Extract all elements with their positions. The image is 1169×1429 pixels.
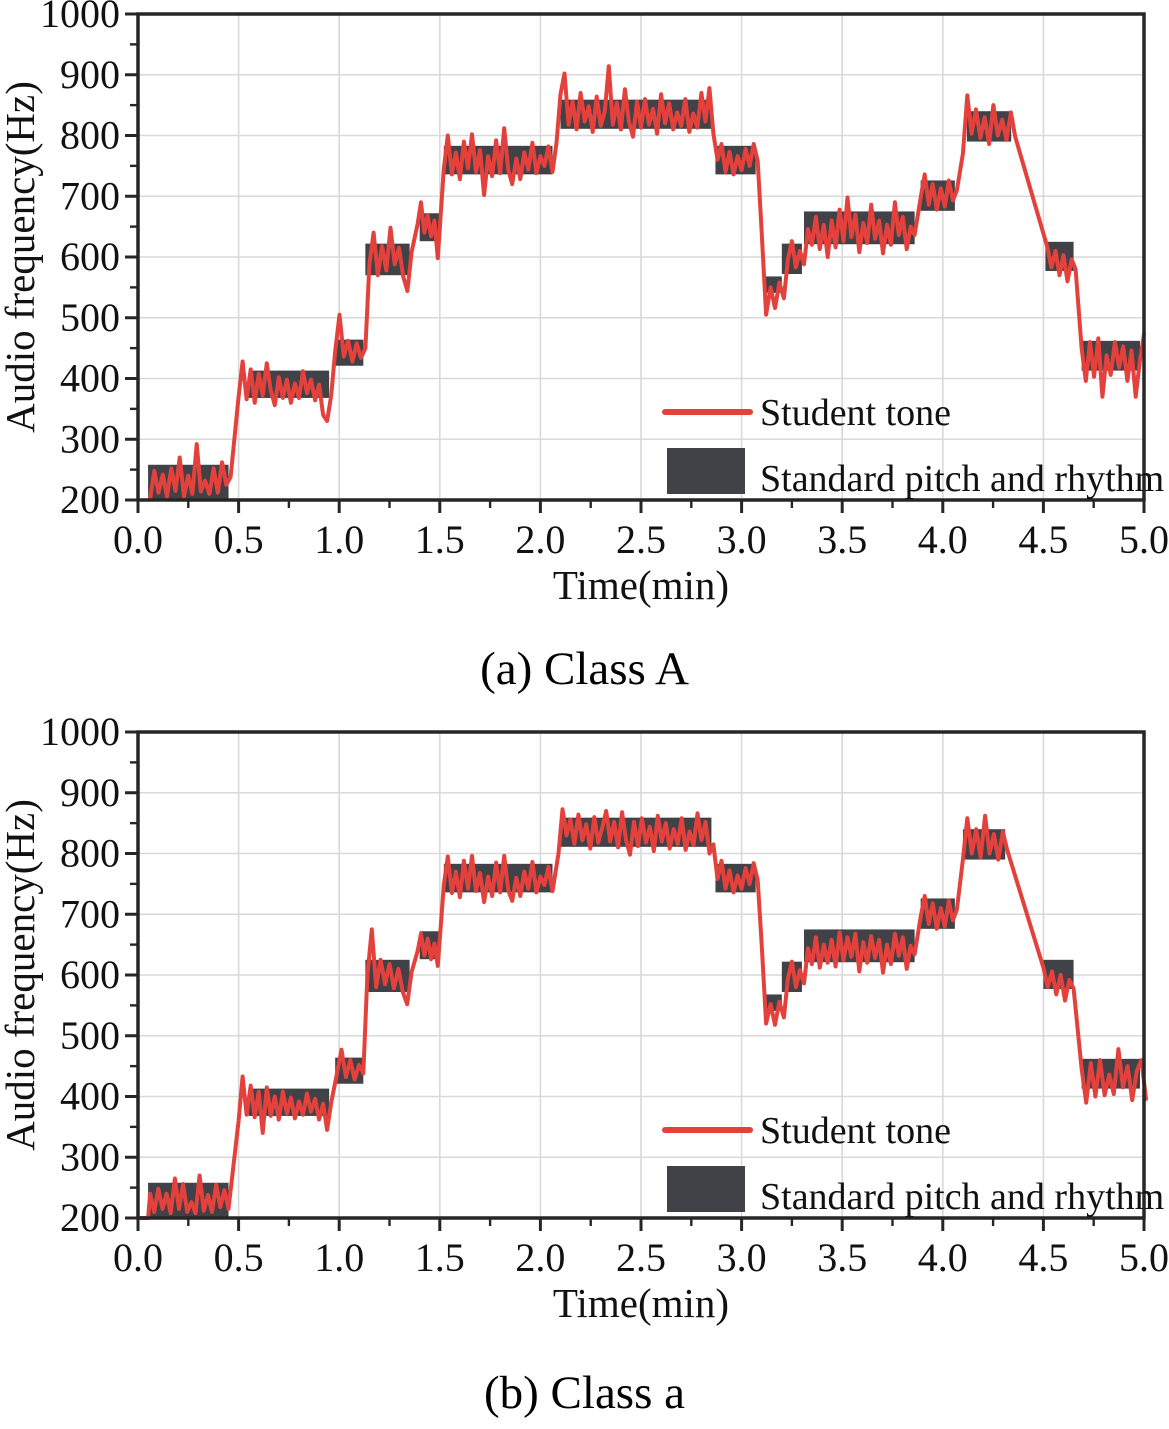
- x-axis-title: Time(min): [553, 562, 729, 608]
- x-tick-label: 3.5: [817, 517, 867, 562]
- x-tick-label: 1.0: [314, 1235, 364, 1280]
- x-tick-label: 3.5: [817, 1235, 867, 1280]
- y-tick-label: 1000: [40, 0, 120, 36]
- caption-b: (b) Class a: [483, 1367, 685, 1419]
- legend-label-standard-pitch: Standard pitch and rhythm: [760, 458, 1164, 500]
- x-axis-title: Time(min): [553, 1280, 729, 1326]
- x-tick-label: 4.0: [918, 517, 968, 562]
- x-tick-label: 3.0: [717, 517, 767, 562]
- y-tick-label: 400: [60, 356, 120, 401]
- x-tick-label: 4.0: [918, 1235, 968, 1280]
- y-tick-label: 200: [60, 477, 120, 522]
- x-tick-label: 0.5: [214, 1235, 264, 1280]
- legend-label-standard-pitch: Standard pitch and rhythm: [760, 1176, 1164, 1218]
- legend-box-sample: [667, 448, 745, 494]
- x-tick-label: 4.5: [1018, 1235, 1068, 1280]
- y-tick-label: 700: [60, 891, 120, 936]
- y-tick-label: 800: [60, 831, 120, 876]
- chart-class-a: 0.0 0.5 1.0 1.5 2.0 2.5 3.0 3.5 4.0 4.5 5.0 200 300 4…: [0, 0, 1169, 608]
- y-tick-label: 500: [60, 1013, 120, 1058]
- y-tick-label: 900: [60, 52, 120, 97]
- x-tick-label: 4.5: [1018, 517, 1068, 562]
- chart-class-b: 0.0 0.5 1.0 1.5 2.0 2.5 3.0 3.5 4.0 4.5 5.0 200 300 4…: [0, 718, 1169, 1326]
- y-axis-title: Audio frequency(Hz): [0, 81, 43, 433]
- x-tick-label: 1.5: [415, 517, 465, 562]
- x-tick-label: 0.0: [113, 1235, 163, 1280]
- legend-box-sample: [667, 1166, 745, 1212]
- caption-a: (a) Class A: [480, 643, 689, 695]
- x-tick-label: 0.5: [214, 517, 264, 562]
- x-tick-label: 1.5: [415, 1235, 465, 1280]
- y-tick-label: 300: [60, 416, 120, 461]
- x-tick-label: 2.5: [616, 517, 666, 562]
- x-tick-label: 2.0: [515, 1235, 565, 1280]
- y-tick-label: 400: [60, 1074, 120, 1119]
- y-tick-label: 500: [60, 295, 120, 340]
- x-tick-label: 3.0: [717, 1235, 767, 1280]
- x-tick-label: 0.0: [113, 517, 163, 562]
- legend-label-student-tone: Student tone: [760, 392, 951, 434]
- y-tick-label: 800: [60, 113, 120, 158]
- y-tick-label: 900: [60, 770, 120, 815]
- x-tick-label: 5.0: [1119, 517, 1169, 562]
- y-tick-label: 700: [60, 173, 120, 218]
- y-tick-label: 600: [60, 952, 120, 997]
- student-tone-line: [136, 807, 1148, 1220]
- legend-label-student-tone: Student tone: [760, 1110, 951, 1152]
- x-tick-label: 2.0: [515, 517, 565, 562]
- x-tick-label: 1.0: [314, 517, 364, 562]
- y-tick-label: 200: [60, 1195, 120, 1240]
- y-tick-label: 1000: [40, 718, 120, 754]
- y-tick-label: 300: [60, 1134, 120, 1179]
- y-tick-label: 600: [60, 234, 120, 279]
- x-tick-label: 5.0: [1119, 1235, 1169, 1280]
- x-tick-label: 2.5: [616, 1235, 666, 1280]
- student-tone-line: [148, 64, 1146, 501]
- y-axis-title: Audio frequency(Hz): [0, 799, 43, 1151]
